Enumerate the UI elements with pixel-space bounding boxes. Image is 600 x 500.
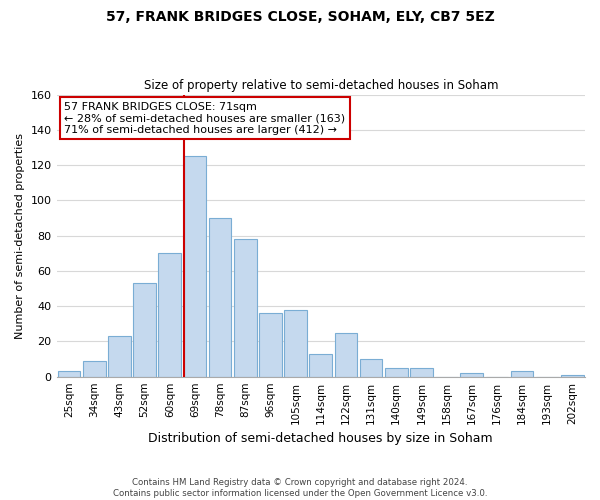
Bar (234, 239, 257, 376)
Bar (511, 372, 533, 376)
Bar (335, 332, 357, 376)
Bar (385, 368, 407, 376)
Bar (561, 375, 584, 376)
Y-axis label: Number of semi-detached properties: Number of semi-detached properties (15, 132, 25, 338)
Text: Contains HM Land Registry data © Crown copyright and database right 2024.
Contai: Contains HM Land Registry data © Crown c… (113, 478, 487, 498)
Bar (58, 372, 80, 376)
Bar (460, 373, 483, 376)
Bar (259, 313, 282, 376)
Bar (184, 156, 206, 376)
Bar (310, 354, 332, 376)
Title: Size of property relative to semi-detached houses in Soham: Size of property relative to semi-detach… (143, 79, 498, 92)
Text: 57, FRANK BRIDGES CLOSE, SOHAM, ELY, CB7 5EZ: 57, FRANK BRIDGES CLOSE, SOHAM, ELY, CB7… (106, 10, 494, 24)
Bar (410, 368, 433, 376)
Bar (83, 361, 106, 376)
Bar (108, 336, 131, 376)
X-axis label: Distribution of semi-detached houses by size in Soham: Distribution of semi-detached houses by … (148, 432, 493, 445)
Bar (284, 310, 307, 376)
Bar (158, 254, 181, 376)
Bar (133, 283, 156, 376)
Text: 57 FRANK BRIDGES CLOSE: 71sqm
← 28% of semi-detached houses are smaller (163)
71: 57 FRANK BRIDGES CLOSE: 71sqm ← 28% of s… (64, 102, 346, 135)
Bar (209, 218, 232, 376)
Bar (360, 359, 382, 376)
